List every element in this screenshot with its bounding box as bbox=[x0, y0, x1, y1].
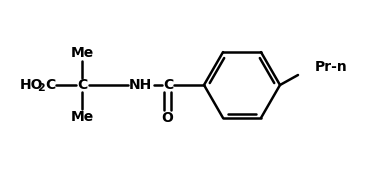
Text: NH: NH bbox=[128, 78, 151, 92]
Text: C: C bbox=[163, 78, 173, 92]
Text: O: O bbox=[162, 111, 173, 125]
Text: 2: 2 bbox=[37, 83, 45, 93]
Text: HO: HO bbox=[20, 78, 43, 92]
Text: C: C bbox=[77, 78, 87, 92]
Text: C: C bbox=[45, 78, 55, 92]
Text: Me: Me bbox=[70, 110, 94, 124]
Text: Pr-n: Pr-n bbox=[315, 60, 348, 74]
Text: Me: Me bbox=[70, 46, 94, 60]
